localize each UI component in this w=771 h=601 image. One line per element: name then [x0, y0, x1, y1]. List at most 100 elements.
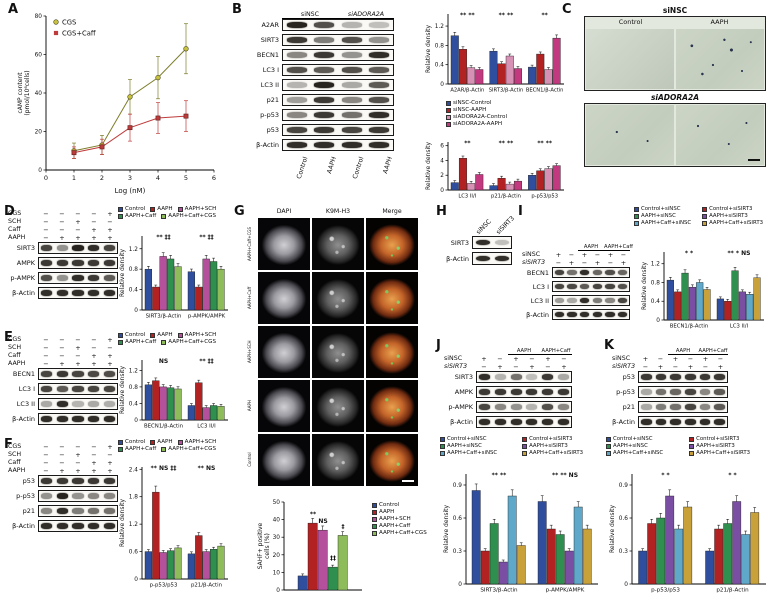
legend-label: siADORA2A-AAPH	[453, 121, 503, 127]
blot-strip	[552, 295, 630, 306]
sinsc-image-box: Control AAPH	[584, 16, 766, 91]
protein-band	[314, 112, 335, 118]
protein-label: β-Actin	[450, 418, 473, 426]
legend-item: AAPH	[372, 509, 427, 515]
blot-group-header: AAPH	[508, 348, 540, 355]
chart-svg: 0 20 40 60 80 cAMP content (pmol/10⁶cells) 0 1 2 3…	[17, 14, 216, 195]
blot-row: LC3 II	[522, 295, 630, 306]
protein-label: p53	[22, 477, 35, 485]
plus-minus-symbol: +	[107, 336, 113, 344]
treatment-label: CGS	[8, 336, 22, 343]
treatment-label: AAPH	[8, 360, 26, 367]
protein-band	[592, 270, 602, 275]
legend-item: AAPH+siNSC	[440, 443, 516, 449]
blot-strip	[552, 281, 630, 292]
treatment-matrix-row: CGS − − − − +	[8, 443, 118, 451]
blot-row: β-Actin	[8, 287, 118, 299]
lane	[493, 374, 509, 380]
bar	[195, 535, 203, 580]
protein-band	[286, 52, 307, 58]
blot-row: p-p53	[612, 386, 728, 398]
bar	[167, 387, 175, 421]
blot-strip	[282, 79, 394, 91]
plus-minus-symbol: +	[513, 355, 519, 363]
lane	[70, 478, 86, 484]
legend-swatch	[118, 339, 123, 345]
protein-band	[618, 312, 628, 317]
blot-row: β-Actin	[522, 309, 630, 320]
lane	[493, 389, 509, 395]
legend-swatch	[372, 516, 377, 522]
blot-strip	[38, 505, 118, 517]
panel-j-label: J	[436, 338, 441, 353]
bar	[489, 50, 498, 85]
blot-strip	[38, 242, 118, 254]
lane	[338, 67, 366, 73]
blot-row: p53	[612, 371, 728, 383]
protein-band	[314, 67, 335, 73]
plus-minus-symbol: −	[687, 355, 694, 363]
protein-band	[72, 478, 84, 484]
plus-minus-symbol: +	[107, 467, 113, 475]
micrograph-aaph-caff-cgs-dapi	[258, 218, 310, 270]
protein-band	[714, 404, 725, 410]
protein-band	[72, 371, 84, 377]
protein-band	[56, 416, 68, 422]
plus-minus-symbol: −	[107, 218, 113, 226]
bar	[638, 550, 648, 585]
plus-minus-symbol: +	[107, 352, 113, 360]
legend-swatch	[177, 439, 183, 445]
lane	[101, 416, 117, 422]
legend-item: AAPH	[150, 332, 173, 338]
bar	[144, 384, 153, 421]
group-label: BECN1/β-Actin	[526, 88, 564, 94]
lane	[698, 374, 713, 380]
bar	[475, 69, 484, 85]
bar	[537, 501, 547, 585]
y-tick-label: 20	[273, 553, 281, 559]
plus-minus-symbol: −	[43, 459, 49, 467]
legend-label: AAPH+siNSC	[613, 443, 648, 449]
panel-d-legend: Control AAPH AAPH+SCH AAPH+Caff AAPH+Caff+CG…	[118, 206, 230, 219]
lane	[39, 401, 55, 407]
lane	[604, 270, 617, 275]
lane	[55, 523, 71, 529]
lane	[616, 270, 629, 275]
bar	[723, 523, 733, 585]
protein-band	[56, 508, 68, 514]
bar	[337, 535, 348, 591]
plus-minus-symbol: +	[75, 360, 81, 368]
lane	[283, 82, 311, 88]
y-tick-label: 0	[656, 318, 660, 324]
plus-minus-symbol: +	[75, 467, 81, 475]
siadora2a-title: siADORA2A	[650, 93, 700, 102]
y-tick-label: 30	[273, 535, 281, 541]
lane	[283, 112, 311, 118]
protein-band	[56, 260, 68, 266]
panel-f-western-blot: CGS − − − − + SCH − − + − − Caff − − − + + AAPH − + + + + p53 p-p…	[8, 443, 118, 535]
lane	[55, 290, 71, 296]
legend-marker	[53, 30, 59, 36]
protein-band	[56, 478, 68, 484]
protein-band	[87, 416, 100, 422]
lane	[101, 275, 117, 281]
significance-mark: ** **	[492, 472, 508, 479]
legend-item: Control+siNSC	[606, 436, 683, 442]
protein-band	[87, 493, 100, 499]
legend-label: Control+siNSC	[447, 436, 487, 442]
y-tick-label: 40	[273, 518, 281, 524]
protein-band	[510, 419, 522, 425]
protein-band	[580, 312, 590, 317]
blot-row: p53	[248, 124, 394, 136]
protein-band	[592, 312, 602, 317]
significance-mark: ‡	[342, 523, 345, 530]
y-tick-label: 0.4	[651, 299, 661, 305]
group-label: p-p53/p53	[651, 588, 680, 594]
bar	[552, 37, 561, 85]
lane	[366, 37, 394, 43]
y-tick-label: 0.4	[129, 401, 139, 407]
blot-row: SIRT3	[444, 371, 572, 383]
plus-minus-symbol: −	[717, 355, 724, 363]
bar	[152, 286, 160, 311]
legend-swatch	[150, 439, 156, 445]
